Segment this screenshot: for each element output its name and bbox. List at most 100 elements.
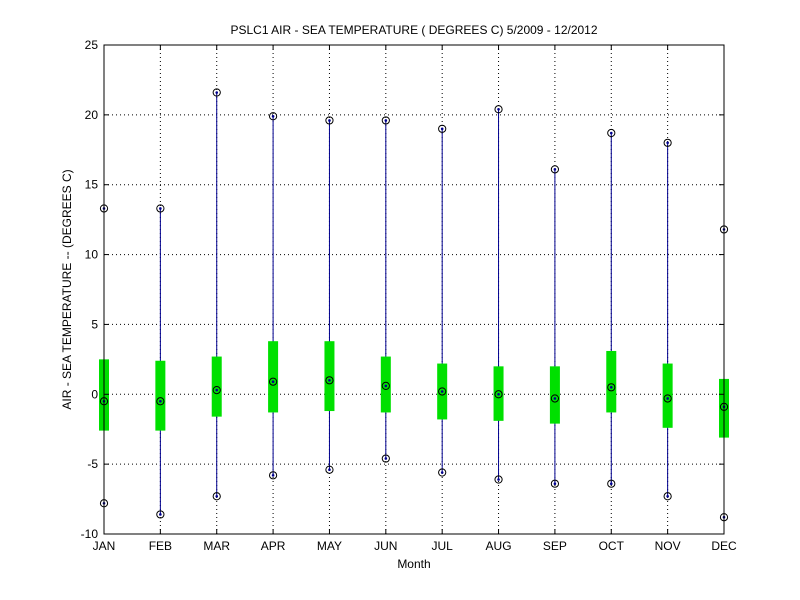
box-group-jun xyxy=(380,116,391,463)
max-marker xyxy=(156,204,165,213)
box-group-nov xyxy=(662,138,673,501)
x-tick-label: OCT xyxy=(599,539,625,553)
min-marker xyxy=(550,479,560,488)
x-tick-label: AUG xyxy=(486,539,512,553)
max-marker-dot xyxy=(271,114,275,118)
x-tick-label: JUL xyxy=(432,539,454,553)
min-marker xyxy=(325,465,334,474)
median-marker-dot xyxy=(666,397,669,400)
median-marker xyxy=(325,376,334,385)
min-marker xyxy=(663,492,672,501)
max-marker-dot xyxy=(215,91,219,94)
box-group-may xyxy=(324,116,335,474)
min-marker xyxy=(268,471,278,480)
max-marker-dot xyxy=(440,127,444,131)
y-tick-label: 20 xyxy=(85,108,99,122)
min-marker-dot xyxy=(497,478,500,481)
max-marker xyxy=(550,165,560,174)
iqr-box xyxy=(606,350,617,413)
y-tick-label: 10 xyxy=(85,248,99,262)
iqr-box xyxy=(155,360,166,431)
max-marker xyxy=(325,116,334,125)
min-marker-dot xyxy=(666,494,669,498)
median-marker xyxy=(156,397,165,406)
max-marker xyxy=(212,88,221,97)
box-group-jul xyxy=(437,124,448,477)
min-marker-dot xyxy=(609,482,613,486)
min-marker-dot xyxy=(215,494,219,498)
min-marker xyxy=(607,479,616,488)
max-marker xyxy=(607,128,616,138)
max-marker-dot xyxy=(553,168,557,171)
iqr-box xyxy=(662,363,673,428)
min-marker-dot xyxy=(159,513,162,516)
x-axis-label: Month xyxy=(397,557,430,571)
max-marker xyxy=(268,112,278,121)
x-tick-label: SEP xyxy=(543,539,567,553)
min-marker xyxy=(156,510,165,519)
chart-title: PSLC1 AIR - SEA TEMPERATURE ( DEGREES C)… xyxy=(230,23,597,37)
box-group-mar xyxy=(211,88,222,501)
max-marker xyxy=(663,138,672,147)
median-marker-dot xyxy=(215,388,219,392)
median-marker-dot xyxy=(159,399,162,403)
x-tick-label: DEC xyxy=(711,539,737,553)
max-marker xyxy=(438,124,447,133)
y-tick-label: 15 xyxy=(85,178,99,192)
x-tick-label: MAR xyxy=(203,539,230,553)
x-tick-label: JUN xyxy=(374,539,397,553)
iqr-box xyxy=(380,356,391,413)
x-tick-label: NOV xyxy=(655,539,681,553)
median-marker-dot xyxy=(497,392,500,396)
median-marker xyxy=(494,390,503,399)
median-marker-dot xyxy=(609,386,613,389)
box-group-aug xyxy=(493,105,504,484)
min-marker xyxy=(494,475,503,484)
x-tick-label: MAY xyxy=(317,539,342,553)
median-marker xyxy=(550,394,560,403)
y-tick-label: 0 xyxy=(91,387,98,401)
max-marker-dot xyxy=(497,107,500,111)
median-marker xyxy=(212,385,221,395)
max-marker-dot xyxy=(159,207,162,210)
min-marker xyxy=(212,492,221,501)
y-tick-label: 25 xyxy=(85,38,99,52)
max-marker-dot xyxy=(609,131,613,135)
median-marker-dot xyxy=(553,397,557,400)
median-marker-dot xyxy=(328,379,331,382)
axis-ticks: -10 -5 0 5 10 15 20 25 JAN FEB MAR APR MAY JUN JUL AUG S… xyxy=(81,38,737,553)
min-marker xyxy=(381,454,390,463)
min-marker-dot xyxy=(271,474,275,477)
box-group-sep xyxy=(549,165,560,488)
min-marker-dot xyxy=(328,468,331,472)
max-marker-dot xyxy=(328,119,331,122)
median-marker-dot xyxy=(271,380,275,384)
max-marker xyxy=(381,116,390,125)
median-marker-dot xyxy=(440,390,444,393)
median-marker xyxy=(663,394,672,403)
box-group-apr xyxy=(268,112,279,480)
median-marker-dot xyxy=(384,384,388,388)
plot-frame xyxy=(103,44,725,535)
y-tick-label: -10 xyxy=(81,527,99,541)
min-marker xyxy=(438,468,447,477)
min-marker-dot xyxy=(553,482,557,486)
median-marker xyxy=(268,377,278,386)
box-group-oct xyxy=(606,128,617,488)
x-tick-label: JAN xyxy=(93,539,116,553)
max-marker-dot xyxy=(384,119,388,122)
max-marker-dot xyxy=(666,141,669,145)
median-marker xyxy=(381,381,390,391)
y-tick-label: 5 xyxy=(91,317,98,331)
box-group-feb xyxy=(155,204,166,519)
x-tick-label: APR xyxy=(261,539,286,553)
median-marker xyxy=(607,383,616,392)
min-marker-dot xyxy=(384,457,388,460)
x-tick-label: FEB xyxy=(149,539,172,553)
min-marker-dot xyxy=(440,471,444,474)
median-marker xyxy=(438,387,447,396)
iqr-box xyxy=(324,341,335,412)
iqr-box xyxy=(268,341,279,413)
